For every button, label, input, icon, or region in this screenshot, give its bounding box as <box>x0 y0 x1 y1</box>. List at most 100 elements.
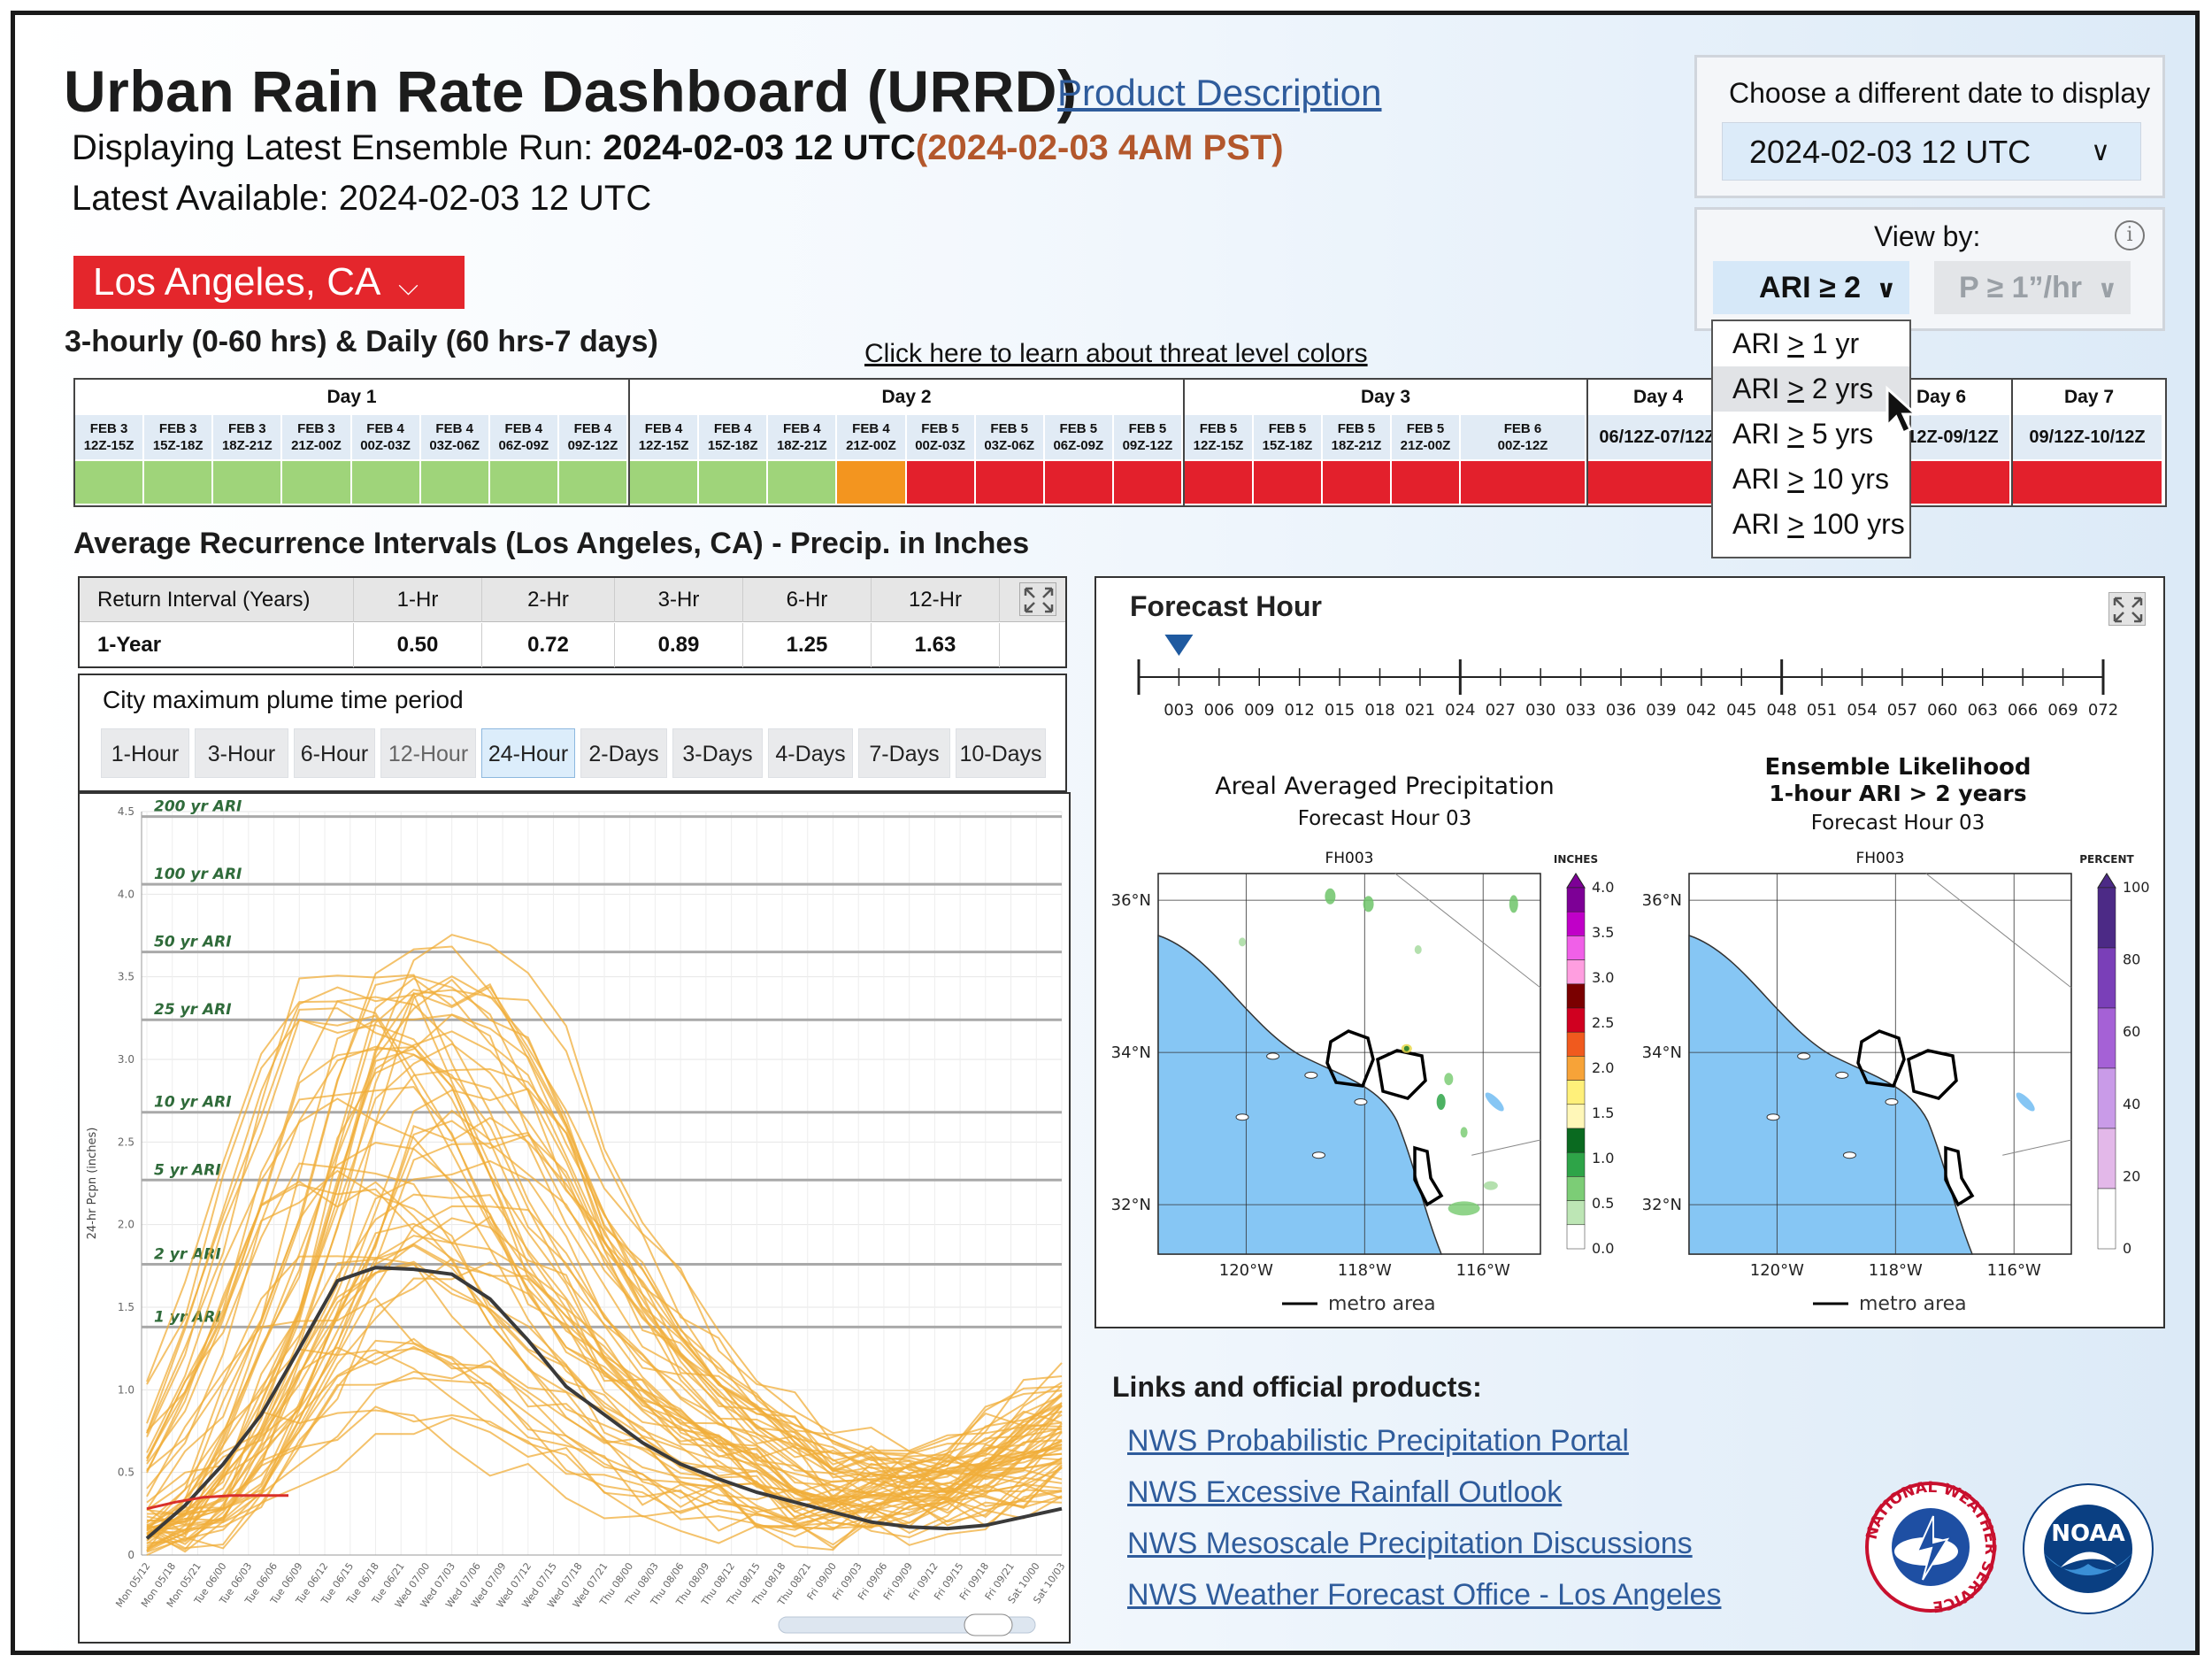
plume-btn-3-hour[interactable]: 3-Hour <box>195 728 288 778</box>
precip-rate-select[interactable]: P ≥ 1”/hr ∨ <box>1934 261 2131 314</box>
expand-icon[interactable] <box>1019 582 1056 616</box>
colorbar-tick: 100 <box>2123 879 2150 896</box>
slot-time: 00Z-12Z <box>1497 438 1548 453</box>
forecast-hour-label: 066 <box>2008 701 2038 720</box>
timeline-marker-icon <box>1164 635 1194 656</box>
colorbar-swatch <box>1566 1176 1586 1201</box>
threat-cell-low[interactable] <box>351 461 419 504</box>
threat-cell-high[interactable] <box>1461 461 1585 504</box>
island <box>1797 1052 1811 1060</box>
city-select[interactable]: Los Angeles, CA ⌵ <box>73 256 465 309</box>
forecast-hour-label: 057 <box>1887 701 1917 720</box>
threat-cell-high[interactable] <box>1185 461 1252 504</box>
threat-cell-low[interactable] <box>144 461 212 504</box>
plume-btn-2-days[interactable]: 2-Days <box>580 728 667 778</box>
threat-colors-link[interactable]: Click here to learn about threat level c… <box>864 339 1368 368</box>
ari-select[interactable]: ARI ≥ 2 ∨ <box>1713 261 1909 314</box>
ensemble-member-line <box>146 1007 1063 1502</box>
precip-cell <box>1363 896 1374 912</box>
threat-cell-high[interactable] <box>1044 461 1112 504</box>
slot-date: FEB 5 <box>1268 421 1307 436</box>
threat-cell-high[interactable] <box>1588 461 1726 504</box>
colorbar-swatch <box>1566 1080 1586 1105</box>
threat-day-label: Day 2 <box>630 380 1183 415</box>
colorbar-swatch <box>1566 1031 1586 1057</box>
threat-cell-high[interactable] <box>906 461 974 504</box>
metro-outline <box>1413 1145 1444 1207</box>
slot-time: 15Z-18Z <box>152 438 204 453</box>
threat-cell-low[interactable] <box>282 461 350 504</box>
plume-btn-4-days[interactable]: 4-Days <box>768 728 853 778</box>
slot-time: 15Z-18Z <box>707 438 758 453</box>
plume-btn-10-days[interactable]: 10-Days <box>956 728 1046 778</box>
forecast-hour-label: 051 <box>1807 701 1837 720</box>
threat-cell-high[interactable] <box>1254 461 1321 504</box>
ensemble-member-line <box>146 1347 1063 1550</box>
threat-cell-low[interactable] <box>768 461 836 504</box>
chart-scroll-handle <box>964 1613 1013 1636</box>
legend-text: metro area <box>1328 1293 1436 1315</box>
threat-cell-low[interactable] <box>699 461 767 504</box>
ensemble-member-line <box>146 1417 1063 1556</box>
metro-outline <box>1325 1029 1375 1088</box>
product-description-link[interactable]: Product Description <box>1057 72 1382 113</box>
ge-symbol: > <box>1787 508 1804 540</box>
lat-label: 34°N <box>1642 1043 1682 1062</box>
plume-btn-3-days[interactable]: 3-Days <box>672 728 763 778</box>
forecast-hour-label: 006 <box>1204 701 1234 720</box>
y-tick-label: 1.0 <box>118 1383 134 1396</box>
colorbar-tick: 0.0 <box>1592 1240 1614 1257</box>
lake <box>1485 1092 1504 1112</box>
ari-years: 5 yrs <box>1803 418 1874 450</box>
threat-cell-high[interactable] <box>1392 461 1459 504</box>
expand-icon[interactable] <box>2108 592 2146 626</box>
plume-btn-24-hour[interactable]: 24-Hour <box>481 728 575 778</box>
ari-header-cell: 2-Hr <box>482 578 615 622</box>
ari-years: 10 yrs <box>1803 463 1889 495</box>
ocean-area <box>1688 934 1974 1255</box>
ari-menu-item[interactable]: ARI > 100 yrs <box>1713 502 1909 547</box>
link-probabilistic-portal[interactable]: NWS Probabilistic Precipitation Portal <box>1127 1424 1629 1458</box>
plume-btn-1-hour[interactable]: 1-Hour <box>101 728 189 778</box>
forecast-hour-label: 060 <box>1927 701 1957 720</box>
link-wfo-los-angeles[interactable]: NWS Weather Forecast Office - Los Angele… <box>1127 1578 1722 1612</box>
plume-btn-7-days[interactable]: 7-Days <box>858 728 950 778</box>
threat-cell-high[interactable] <box>1323 461 1390 504</box>
threat-cell-high[interactable] <box>2013 461 2162 504</box>
slot-date: FEB 5 <box>921 421 959 436</box>
threat-cell-low[interactable] <box>558 461 626 504</box>
island <box>1842 1151 1856 1159</box>
slot-date: FEB 4 <box>644 421 683 436</box>
ari-menu-item[interactable]: ARI > 5 yrs <box>1713 412 1909 457</box>
ari-menu-item[interactable]: ARI > 1 yr <box>1713 321 1909 366</box>
lon-label: 116°W <box>1456 1261 1510 1280</box>
island <box>1311 1151 1325 1159</box>
threat-cell-high[interactable] <box>1113 461 1181 504</box>
threat-cell-low[interactable] <box>630 461 698 504</box>
lat-label: 32°N <box>1111 1196 1151 1214</box>
threat-cell-moderate[interactable] <box>837 461 905 504</box>
latest-value: 2024-02-03 12 UTC <box>338 179 652 218</box>
ari-value-cell: 0.50 <box>354 623 482 667</box>
link-mesoscale-discussions[interactable]: NWS Mesoscale Precipitation Discussions <box>1127 1527 1693 1560</box>
info-icon[interactable]: i <box>2115 220 2145 250</box>
plume-btn-6-hour[interactable]: 6-Hour <box>294 728 375 778</box>
threat-cell-low[interactable] <box>489 461 557 504</box>
ari-menu-item[interactable]: ARI > 2 yrs <box>1713 366 1909 412</box>
date-select[interactable]: 2024-02-03 12 UTC ∨ <box>1722 122 2141 181</box>
ari-header-cell: 12-Hr <box>872 578 1000 622</box>
threat-cell-low[interactable] <box>213 461 281 504</box>
ari-menu-item[interactable]: ARI > 10 yrs <box>1713 457 1909 502</box>
page-title: Urban Rain Rate Dashboard (URRD) <box>64 58 1078 124</box>
forecast-hour-label: 024 <box>1445 701 1475 720</box>
plume-btn-12-hour[interactable]: 12-Hour <box>380 728 476 778</box>
threat-cell-low[interactable] <box>420 461 488 504</box>
ge-symbol: > <box>1787 463 1804 495</box>
border-line <box>2002 1139 2072 1156</box>
state-boundary <box>1394 873 1541 989</box>
forecast-hour-graphics: 003 006 009 012 015 018 021 024 027 030 033 036 039 0… <box>1111 635 2150 1315</box>
threat-cell-low[interactable] <box>75 461 143 504</box>
link-excessive-rainfall[interactable]: NWS Excessive Rainfall Outlook <box>1127 1475 1563 1509</box>
threat-cell-high[interactable] <box>975 461 1043 504</box>
plume-period-label: City maximum plume time period <box>103 686 464 713</box>
